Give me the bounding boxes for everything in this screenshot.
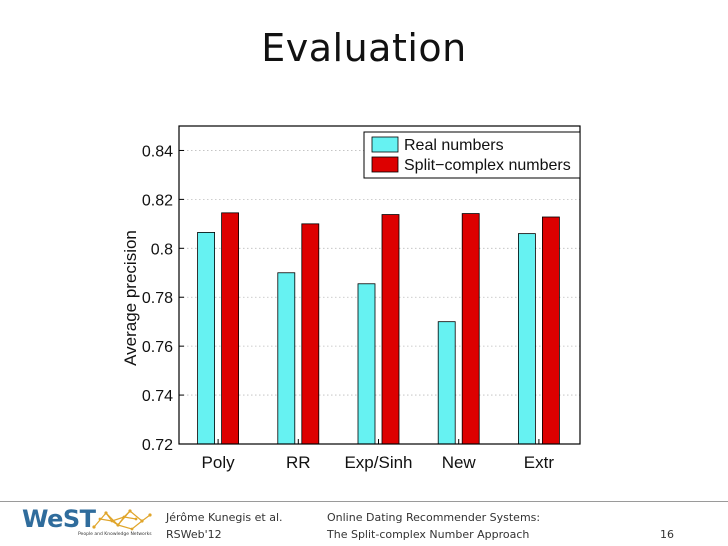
legend-label: Real numbers [404, 137, 504, 154]
west-logo: WeST People and Knowledge Networks [22, 505, 152, 541]
bar-real-expsinh [357, 283, 376, 445]
footer-left: Jérôme Kunegis et al. RSWeb'12 [166, 509, 283, 543]
bar-chart: Average precision 0.72 0.74 0.76 0.78 0.8 0.8… [121, 125, 581, 472]
logo-tagline: People and Knowledge Networks [78, 532, 152, 537]
legend-label: Split−complex numbers [404, 157, 571, 174]
bar-split-complex-poly [221, 212, 239, 445]
y-tick-label: 0.78 [142, 290, 173, 307]
footer-author: Jérôme Kunegis et al. [166, 511, 283, 524]
footer-talk-title: Online Dating Recommender Systems: The S… [327, 509, 540, 543]
x-tick-label: Extr [524, 453, 555, 472]
bar-split-complex-expsinh [381, 214, 400, 445]
footer-venue: RSWeb'12 [166, 528, 222, 541]
y-tick-label: 0.82 [142, 192, 173, 209]
x-tick-label: New [442, 453, 477, 472]
legend-box [363, 131, 581, 179]
legend-swatch [371, 156, 399, 173]
y-axis-label: Average precision [121, 230, 140, 366]
x-tick-label: RR [286, 453, 311, 472]
y-tick-label: 0.76 [142, 339, 173, 356]
bar-real-new [437, 321, 456, 445]
footer-divider [0, 501, 728, 502]
x-tick-label: Exp/Sinh [344, 453, 412, 472]
plot-area [179, 126, 580, 444]
footer-title-line2: The Split-complex Number Approach [327, 528, 530, 541]
logo-wordmark: WeST [22, 505, 96, 533]
bar-real-poly [197, 232, 215, 445]
y-tick-label: 0.84 [142, 143, 173, 160]
bar-split-complex-new [461, 213, 480, 445]
legend-swatch [371, 136, 399, 153]
bar-split-complex-rr [301, 223, 320, 445]
x-tick-label: Poly [202, 453, 236, 472]
page-number: 16 [660, 528, 674, 541]
plot-frame [178, 125, 581, 445]
footer-title-line1: Online Dating Recommender Systems: [327, 511, 541, 524]
bar-real-extr [517, 233, 536, 445]
y-tick-label: 0.8 [151, 241, 173, 258]
chart-legend: Real numbers Split−complex numbers [363, 131, 581, 179]
y-tick-label: 0.72 [142, 437, 173, 454]
slide-title: Evaluation [261, 26, 467, 70]
network-graph-icon [92, 509, 152, 531]
y-tick-label: 0.74 [142, 388, 173, 405]
bar-split-complex-extr [541, 216, 560, 445]
bar-real-rr [277, 272, 296, 445]
